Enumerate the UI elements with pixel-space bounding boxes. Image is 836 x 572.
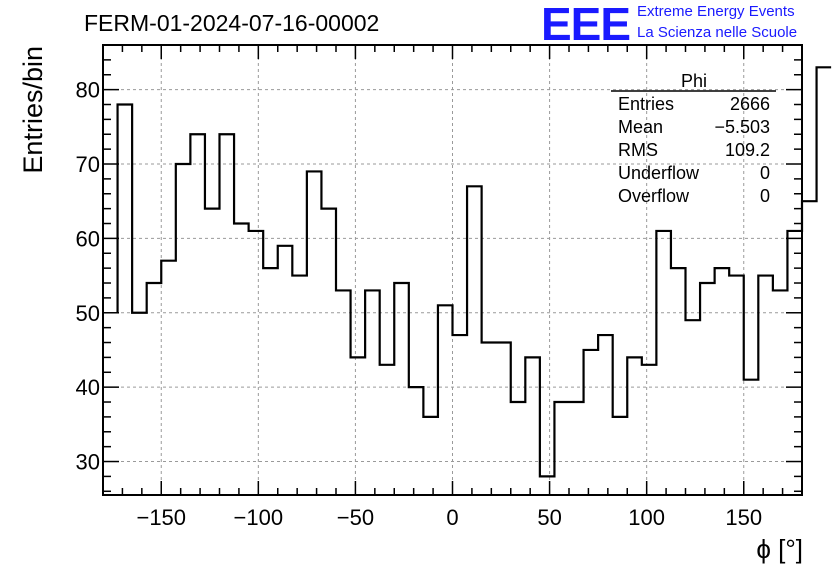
y-tick-labels: 30 40 50 60 70 80 (76, 78, 100, 475)
y-tick-label: 60 (76, 226, 100, 251)
x-tick-label: −50 (337, 505, 374, 530)
y-tick-label: 50 (76, 301, 100, 326)
stats-row-label: Entries (618, 94, 674, 114)
logo-line1: Extreme Energy Events (637, 3, 795, 20)
x-tick-labels: −150 −100 −50 0 50 100 150 (136, 505, 762, 530)
stats-row-value: −5.503 (714, 117, 770, 137)
x-tick-label: 150 (725, 505, 762, 530)
stats-row-label: Underflow (618, 163, 700, 183)
y-tick-label: 30 (76, 450, 100, 475)
stats-row-value: 2666 (730, 94, 770, 114)
y-tick-label: 80 (76, 78, 100, 103)
x-tick-label: −150 (136, 505, 186, 530)
stats-title: Phi (681, 71, 707, 91)
x-tick-label: 100 (628, 505, 665, 530)
stats-row-value: 0 (760, 163, 770, 183)
x-tick-label: 50 (537, 505, 561, 530)
stats-row-value: 109.2 (725, 140, 770, 160)
plot-title: FERM-01-2024-07-16-00002 (84, 10, 380, 36)
axis-ticks (102, 44, 803, 495)
stats-row-label: RMS (618, 140, 658, 160)
x-tick-label: −100 (234, 505, 284, 530)
y-tick-label: 40 (76, 375, 100, 400)
histogram-line (116, 66, 832, 478)
x-tick-label: 0 (446, 505, 458, 530)
stats-row-label: Mean (618, 117, 663, 137)
stats-row-label: Overflow (618, 186, 690, 206)
y-tick-label: 70 (76, 152, 100, 177)
x-axis-label: ϕ [°] (756, 534, 803, 564)
stats-box: Phi Entries 2666 Mean −5.503 RMS 109.2 Underfl… (611, 71, 776, 206)
logo-mark: EEE (541, 0, 631, 50)
logo-line2: La Scienza nelle Scuole (637, 24, 798, 41)
y-axis-label: Entries/bin (18, 46, 48, 174)
grid-lines (103, 45, 802, 495)
stats-row-value: 0 (760, 186, 770, 206)
